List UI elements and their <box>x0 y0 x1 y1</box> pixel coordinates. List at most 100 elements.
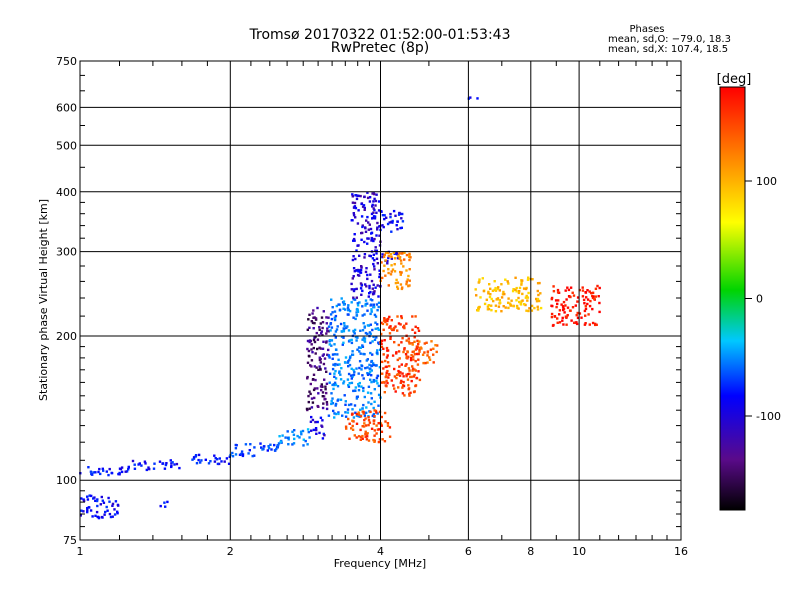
data-point <box>374 409 378 413</box>
data-point <box>515 304 519 308</box>
data-point <box>366 196 370 200</box>
data-point <box>124 470 127 473</box>
data-point <box>502 305 505 308</box>
data-point <box>366 391 370 394</box>
data-point <box>355 269 358 272</box>
data-point <box>373 215 377 218</box>
data-point <box>376 284 379 287</box>
data-point <box>338 371 341 375</box>
data-point <box>330 339 334 342</box>
data-point <box>411 367 415 370</box>
data-point <box>524 303 527 307</box>
data-point <box>368 331 372 334</box>
data-point <box>377 301 381 304</box>
data-point <box>374 199 378 203</box>
data-point <box>286 430 289 433</box>
data-point <box>312 388 316 392</box>
data-point <box>389 335 392 338</box>
data-point <box>320 316 324 319</box>
data-point <box>105 505 108 509</box>
y-tick-label: 100 <box>56 474 77 487</box>
data-point <box>409 375 412 379</box>
data-point <box>377 384 381 388</box>
data-point <box>334 402 338 406</box>
data-point <box>403 394 406 397</box>
data-point <box>377 209 381 212</box>
data-point <box>381 360 384 364</box>
data-point <box>104 510 107 514</box>
data-point <box>200 459 203 462</box>
data-point <box>361 374 364 377</box>
data-point <box>361 205 365 208</box>
data-point <box>405 363 408 366</box>
data-point <box>370 369 373 372</box>
data-point <box>386 369 389 373</box>
data-point <box>372 379 376 382</box>
data-point <box>306 375 309 379</box>
data-point <box>504 306 507 309</box>
data-point <box>562 300 566 304</box>
data-point <box>247 452 250 455</box>
data-point <box>413 353 417 356</box>
data-point <box>363 256 366 259</box>
data-point <box>353 201 357 205</box>
data-point <box>362 425 366 428</box>
data-point <box>586 298 590 301</box>
data-point <box>354 411 357 414</box>
data-point <box>249 443 252 446</box>
data-point <box>361 314 364 317</box>
data-point <box>591 296 595 300</box>
data-point <box>411 343 414 346</box>
data-point <box>382 269 385 273</box>
data-point <box>400 315 403 318</box>
data-point <box>562 308 565 312</box>
data-point <box>344 403 347 406</box>
data-point <box>333 353 336 356</box>
data-point <box>528 307 531 310</box>
data-point <box>518 290 521 293</box>
data-point <box>389 212 392 216</box>
data-point <box>101 516 104 519</box>
data-point <box>313 340 317 344</box>
data-point <box>376 309 379 312</box>
data-point <box>337 358 340 361</box>
data-point <box>361 344 364 347</box>
data-point <box>414 359 417 363</box>
data-point <box>485 298 488 301</box>
data-point <box>197 453 201 457</box>
data-point <box>169 459 172 462</box>
data-point <box>369 378 372 381</box>
data-point <box>284 436 287 439</box>
data-point <box>359 352 362 355</box>
data-point <box>314 427 318 430</box>
data-point <box>342 341 345 344</box>
data-point <box>569 295 572 299</box>
data-point <box>530 304 534 308</box>
data-point <box>572 294 576 297</box>
phase-info-x: mean, sd,X: 107.4, 18.5 <box>608 44 728 55</box>
data-point <box>344 308 347 311</box>
data-point <box>370 212 374 216</box>
data-point <box>400 316 403 320</box>
data-point <box>159 504 162 508</box>
data-point <box>388 364 391 368</box>
data-point <box>367 228 370 231</box>
x-tick-label: 2 <box>227 545 234 558</box>
data-point <box>371 216 375 220</box>
data-point <box>356 304 360 307</box>
data-point <box>95 499 99 503</box>
data-point <box>259 442 262 445</box>
data-point <box>86 509 89 512</box>
data-point <box>525 294 528 298</box>
data-point <box>313 396 316 400</box>
data-point <box>591 321 595 325</box>
data-point <box>595 323 598 326</box>
data-point <box>148 467 151 471</box>
data-point <box>399 273 402 276</box>
data-point <box>118 471 121 475</box>
data-point <box>566 314 569 317</box>
data-point <box>240 450 244 453</box>
data-point <box>527 309 530 313</box>
data-point <box>351 350 354 353</box>
data-point <box>365 438 369 441</box>
